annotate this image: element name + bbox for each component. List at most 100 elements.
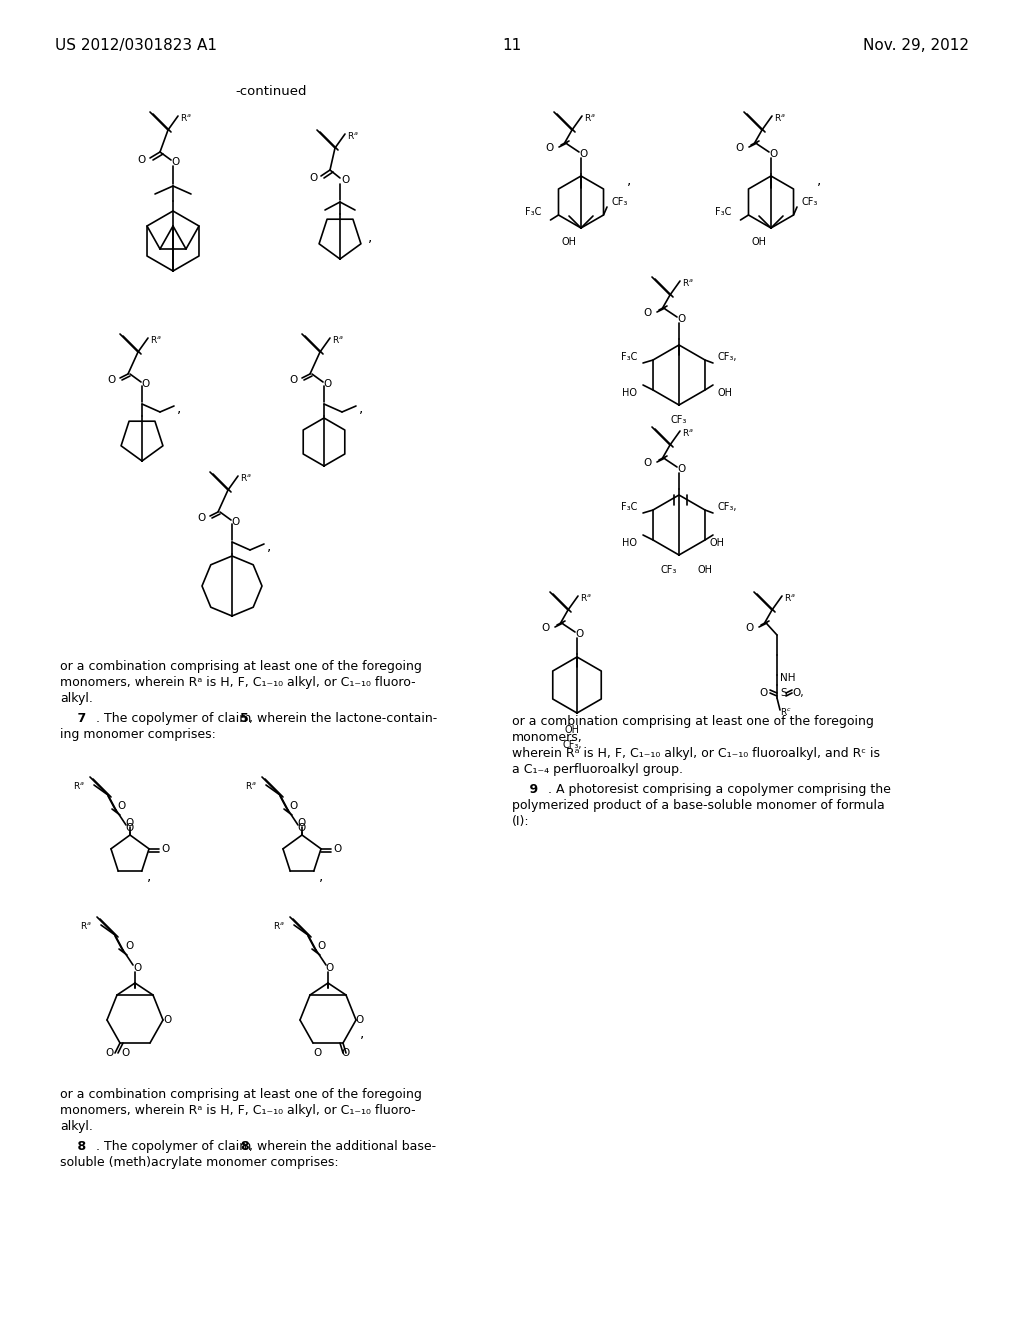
Text: monomers,: monomers, xyxy=(512,731,583,744)
Text: O: O xyxy=(342,1048,350,1059)
Text: R$^a$: R$^a$ xyxy=(273,920,285,931)
Text: soluble (meth)acrylate monomer comprises:: soluble (meth)acrylate monomer comprises… xyxy=(60,1156,339,1170)
Text: 11: 11 xyxy=(503,38,521,53)
Text: monomers, wherein Rᵃ is H, F, C₁₋₁₀ alkyl, or C₁₋₁₀ fluoro-: monomers, wherein Rᵃ is H, F, C₁₋₁₀ alky… xyxy=(60,1104,416,1117)
Text: ,: , xyxy=(359,401,364,414)
Text: OH: OH xyxy=(709,539,724,548)
Text: O: O xyxy=(314,1048,323,1059)
Text: HO: HO xyxy=(622,388,637,399)
Text: OH: OH xyxy=(717,388,732,399)
Text: US 2012/0301823 A1: US 2012/0301823 A1 xyxy=(55,38,217,53)
Text: OH: OH xyxy=(697,565,712,576)
Text: CF₃,: CF₃, xyxy=(717,352,736,362)
Text: O: O xyxy=(644,458,652,469)
Text: 5: 5 xyxy=(240,711,249,725)
Text: O,: O, xyxy=(792,688,804,698)
Text: CF₃: CF₃ xyxy=(671,414,687,425)
Text: O: O xyxy=(736,143,744,153)
Text: ,: , xyxy=(360,1026,365,1040)
Text: O: O xyxy=(161,843,169,854)
Text: , wherein the lactone-contain-: , wherein the lactone-contain- xyxy=(249,711,437,725)
Text: or a combination comprising at least one of the foregoing: or a combination comprising at least one… xyxy=(60,660,422,673)
Text: CF₃,: CF₃, xyxy=(562,741,582,750)
Text: CF₃: CF₃ xyxy=(801,197,817,207)
Text: F₃C: F₃C xyxy=(621,352,637,362)
Text: or a combination comprising at least one of the foregoing: or a combination comprising at least one… xyxy=(60,1088,422,1101)
Text: O: O xyxy=(356,1015,365,1026)
Text: O: O xyxy=(333,843,341,854)
Text: alkyl.: alkyl. xyxy=(60,1119,93,1133)
Text: O: O xyxy=(542,623,550,634)
Text: CF₃,: CF₃, xyxy=(717,502,736,512)
Text: Nov. 29, 2012: Nov. 29, 2012 xyxy=(863,38,969,53)
Text: ,: , xyxy=(177,401,181,414)
Text: O: O xyxy=(546,143,554,153)
Text: . A photoresist comprising a copolymer comprising the: . A photoresist comprising a copolymer c… xyxy=(548,783,891,796)
Text: O: O xyxy=(341,176,349,185)
Text: monomers, wherein Rᵃ is H, F, C₁₋₁₀ alkyl, or C₁₋₁₀ fluoro-: monomers, wherein Rᵃ is H, F, C₁₋₁₀ alky… xyxy=(60,676,416,689)
Text: O: O xyxy=(575,630,584,639)
Text: F₃C: F₃C xyxy=(715,207,731,216)
Text: wherein Rᵃ is H, F, C₁₋₁₀ alkyl, or C₁₋₁₀ fluoroalkyl, and Rᶜ is: wherein Rᵃ is H, F, C₁₋₁₀ alkyl, or C₁₋₁… xyxy=(512,747,880,760)
Text: O: O xyxy=(133,964,141,973)
Text: O: O xyxy=(309,173,317,183)
Text: -continued: -continued xyxy=(234,84,306,98)
Text: O: O xyxy=(121,1048,129,1059)
Text: R$^a$: R$^a$ xyxy=(682,426,694,438)
Text: O: O xyxy=(678,314,686,323)
Text: polymerized product of a base-soluble monomer of formula: polymerized product of a base-soluble mo… xyxy=(512,799,885,812)
Text: O: O xyxy=(298,818,306,828)
Text: O: O xyxy=(644,308,652,318)
Text: O: O xyxy=(126,818,134,828)
Text: O: O xyxy=(290,375,298,385)
Text: O: O xyxy=(138,154,146,165)
Text: alkyl.: alkyl. xyxy=(60,692,93,705)
Text: R$^a$: R$^a$ xyxy=(240,473,252,483)
Text: OH: OH xyxy=(564,725,580,735)
Text: ,: , xyxy=(267,539,271,553)
Text: ,: , xyxy=(627,173,632,187)
Text: 7: 7 xyxy=(60,711,86,725)
Text: R$^a$: R$^a$ xyxy=(584,112,596,123)
Text: O: O xyxy=(326,964,334,973)
Text: ing monomer comprises:: ing monomer comprises: xyxy=(60,729,216,741)
Text: O: O xyxy=(125,941,133,950)
Text: 8: 8 xyxy=(240,1140,249,1152)
Text: CF₃: CF₃ xyxy=(660,565,677,576)
Text: O: O xyxy=(745,623,754,634)
Text: R$^a$: R$^a$ xyxy=(180,112,191,123)
Text: O: O xyxy=(580,149,588,158)
Text: , wherein the additional base-: , wherein the additional base- xyxy=(249,1140,436,1152)
Text: ,: , xyxy=(817,173,821,187)
Text: OH: OH xyxy=(561,238,577,247)
Text: R$^a$: R$^a$ xyxy=(580,591,592,603)
Text: O: O xyxy=(324,379,332,389)
Text: a C₁₋₄ perfluoroalkyl group.: a C₁₋₄ perfluoroalkyl group. xyxy=(512,763,683,776)
Text: O: O xyxy=(298,822,306,833)
Text: O: O xyxy=(290,801,298,810)
Text: R$^a$: R$^a$ xyxy=(682,277,694,288)
Text: O: O xyxy=(105,1048,114,1059)
Text: O: O xyxy=(770,149,778,158)
Text: O: O xyxy=(317,941,326,950)
Text: CF₃: CF₃ xyxy=(611,197,628,207)
Text: O: O xyxy=(126,822,134,833)
Text: . The copolymer of claim: . The copolymer of claim xyxy=(96,1140,255,1152)
Text: R$^a$: R$^a$ xyxy=(80,920,92,931)
Text: R$^a$: R$^a$ xyxy=(73,780,85,791)
Text: O: O xyxy=(172,157,180,168)
Text: 8: 8 xyxy=(60,1140,86,1152)
Text: O: O xyxy=(108,375,116,385)
Text: O: O xyxy=(760,688,768,698)
Text: NH: NH xyxy=(780,673,796,682)
Text: O: O xyxy=(678,465,686,474)
Text: R$^a$: R$^a$ xyxy=(347,129,358,141)
Text: R$^a$: R$^a$ xyxy=(150,334,162,345)
Text: F₃C: F₃C xyxy=(621,502,637,512)
Text: O: O xyxy=(142,379,151,389)
Text: O: O xyxy=(118,801,126,810)
Text: . The copolymer of claim: . The copolymer of claim xyxy=(96,711,255,725)
Text: ,: , xyxy=(318,869,324,883)
Text: R$^c$: R$^c$ xyxy=(780,706,792,717)
Text: or a combination comprising at least one of the foregoing: or a combination comprising at least one… xyxy=(512,715,873,729)
